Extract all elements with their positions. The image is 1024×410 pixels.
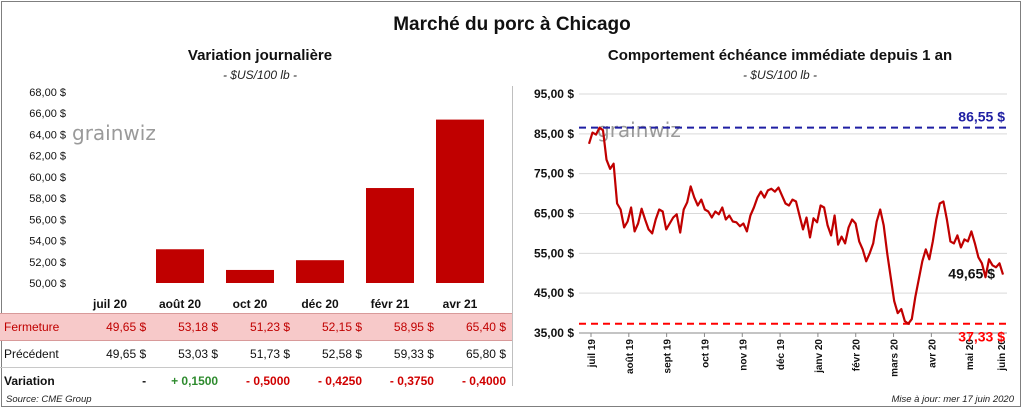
panel-divider bbox=[512, 86, 513, 386]
x-tick-label: avr 21 bbox=[443, 297, 478, 311]
right-chart-title: Comportement échéance immédiate depuis 1… bbox=[607, 47, 953, 64]
x-tick-label: déc 20 bbox=[301, 297, 339, 311]
x-tick-label: févr 20 bbox=[852, 339, 863, 372]
table-cell: + 0,1500 bbox=[171, 374, 219, 388]
y-tick-label: 95,00 $ bbox=[534, 87, 574, 101]
table-cell: 58,95 $ bbox=[368, 313, 440, 341]
y-tick-label: 75,00 $ bbox=[534, 167, 574, 181]
table-cell: 65,40 $ bbox=[439, 313, 512, 341]
x-tick-label: oct 19 bbox=[700, 339, 711, 368]
y-tick-label: 56,00 $ bbox=[29, 214, 66, 226]
table-cell: - 0,4000 bbox=[461, 374, 506, 388]
x-tick-label: août 19 bbox=[625, 339, 636, 374]
table-cell: 53,18 $ bbox=[152, 313, 225, 341]
x-tick-label: mai 20 bbox=[965, 339, 976, 371]
bar bbox=[366, 188, 414, 283]
bar bbox=[296, 260, 344, 283]
left-chart-units: - $US/100 lb - bbox=[222, 68, 298, 82]
x-tick-label: juil 20 bbox=[92, 297, 127, 311]
max-value-label: 86,55 $ bbox=[958, 109, 1005, 125]
watermark-text: grainwiz bbox=[72, 121, 156, 145]
x-tick-label: juin 20 bbox=[997, 339, 1008, 372]
table-cell: 51,73 $ bbox=[224, 340, 297, 368]
main-title: Marché du porc à Chicago bbox=[393, 14, 631, 35]
x-tick-label: oct 20 bbox=[233, 297, 268, 311]
bar bbox=[436, 119, 484, 283]
right-chart-units: - $US/100 lb - bbox=[742, 68, 818, 82]
line-chart: 35,00 $ 45,00 $ 55,00 $ 65,00 $ 75,00 $ 85,00… bbox=[534, 87, 1008, 377]
price-line bbox=[587, 126, 1005, 325]
y-tick-label: 62,00 $ bbox=[29, 151, 66, 163]
bar bbox=[156, 249, 204, 283]
y-tick-label: 55,00 $ bbox=[534, 246, 574, 260]
y-tick-label: 60,00 $ bbox=[29, 172, 66, 184]
x-tick-label: juil 19 bbox=[587, 339, 598, 369]
y-tick-label: 65,00 $ bbox=[534, 207, 574, 221]
bar bbox=[226, 269, 274, 283]
table-cell: 51,23 $ bbox=[224, 313, 297, 341]
table-row-variation: Variation - + 0,1500 - 0,5000 - 0,4250 -… bbox=[0, 368, 512, 395]
x-tick-label: déc 19 bbox=[776, 339, 787, 371]
x-tick-label: mars 20 bbox=[890, 339, 901, 377]
y-tick-label: 45,00 $ bbox=[534, 286, 574, 300]
y-tick-label: 85,00 $ bbox=[534, 127, 574, 141]
table-cell: - 0,5000 bbox=[246, 374, 291, 388]
x-tick-label: août 20 bbox=[159, 297, 201, 311]
y-tick-label: 66,00 $ bbox=[29, 108, 66, 120]
row-label: Fermeture bbox=[0, 313, 81, 341]
bar-chart: 50,00 $ 52,00 $ 54,00 $ 56,00 $ 58,00 $ 60,00… bbox=[29, 87, 484, 311]
row-label: Variation bbox=[4, 374, 55, 388]
update-note: Mise à jour: mer 17 juin 2020 bbox=[891, 394, 1014, 405]
min-value-label: 37,33 $ bbox=[958, 329, 1005, 345]
y-tick-label: 50,00 $ bbox=[29, 278, 66, 290]
x-tick-label: sept 19 bbox=[663, 339, 674, 374]
table-cell: - 0,4250 bbox=[317, 374, 363, 388]
x-tick-label: avr 20 bbox=[927, 339, 938, 368]
table-cell: - 0,3750 bbox=[389, 374, 434, 388]
table-cell: 65,80 $ bbox=[439, 340, 512, 368]
y-tick-label: 52,00 $ bbox=[29, 257, 66, 269]
table-cell: 53,03 $ bbox=[152, 340, 225, 368]
table-cell: 49,65 $ bbox=[81, 313, 153, 341]
y-tick-label: 54,00 $ bbox=[29, 236, 66, 248]
table-row-fermeture: Fermeture 49,65 $ 53,18 $ 51,23 $ 52,15 … bbox=[0, 313, 512, 341]
table-cell: 59,33 $ bbox=[368, 340, 440, 368]
y-tick-label: 58,00 $ bbox=[29, 193, 66, 205]
x-tick-label: nov 19 bbox=[738, 339, 749, 371]
x-tick-label: janv 20 bbox=[814, 339, 825, 374]
table-row-precedent: Précédent 49,65 $ 53,03 $ 51,73 $ 52,58 … bbox=[0, 340, 512, 368]
row-label: Précédent bbox=[0, 340, 81, 368]
quote-table: Fermeture 49,65 $ 53,18 $ 51,23 $ 52,15 … bbox=[0, 313, 512, 394]
y-tick-label: 64,00 $ bbox=[29, 129, 66, 141]
y-tick-label: 35,00 $ bbox=[534, 326, 574, 340]
left-chart-title: Variation journalière bbox=[187, 47, 333, 64]
x-tick-label: févr 21 bbox=[371, 297, 410, 311]
watermark-text: grainwiz bbox=[597, 118, 681, 142]
table-cell: 52,58 $ bbox=[296, 340, 369, 368]
source-note: Source: CME Group bbox=[6, 394, 92, 405]
table-cell: - bbox=[142, 374, 147, 388]
table-cell: 52,15 $ bbox=[296, 313, 369, 341]
last-value-label: 49,65 $ bbox=[948, 266, 995, 282]
table-cell: 49,65 $ bbox=[81, 340, 153, 368]
y-tick-label: 68,00 $ bbox=[29, 87, 66, 99]
